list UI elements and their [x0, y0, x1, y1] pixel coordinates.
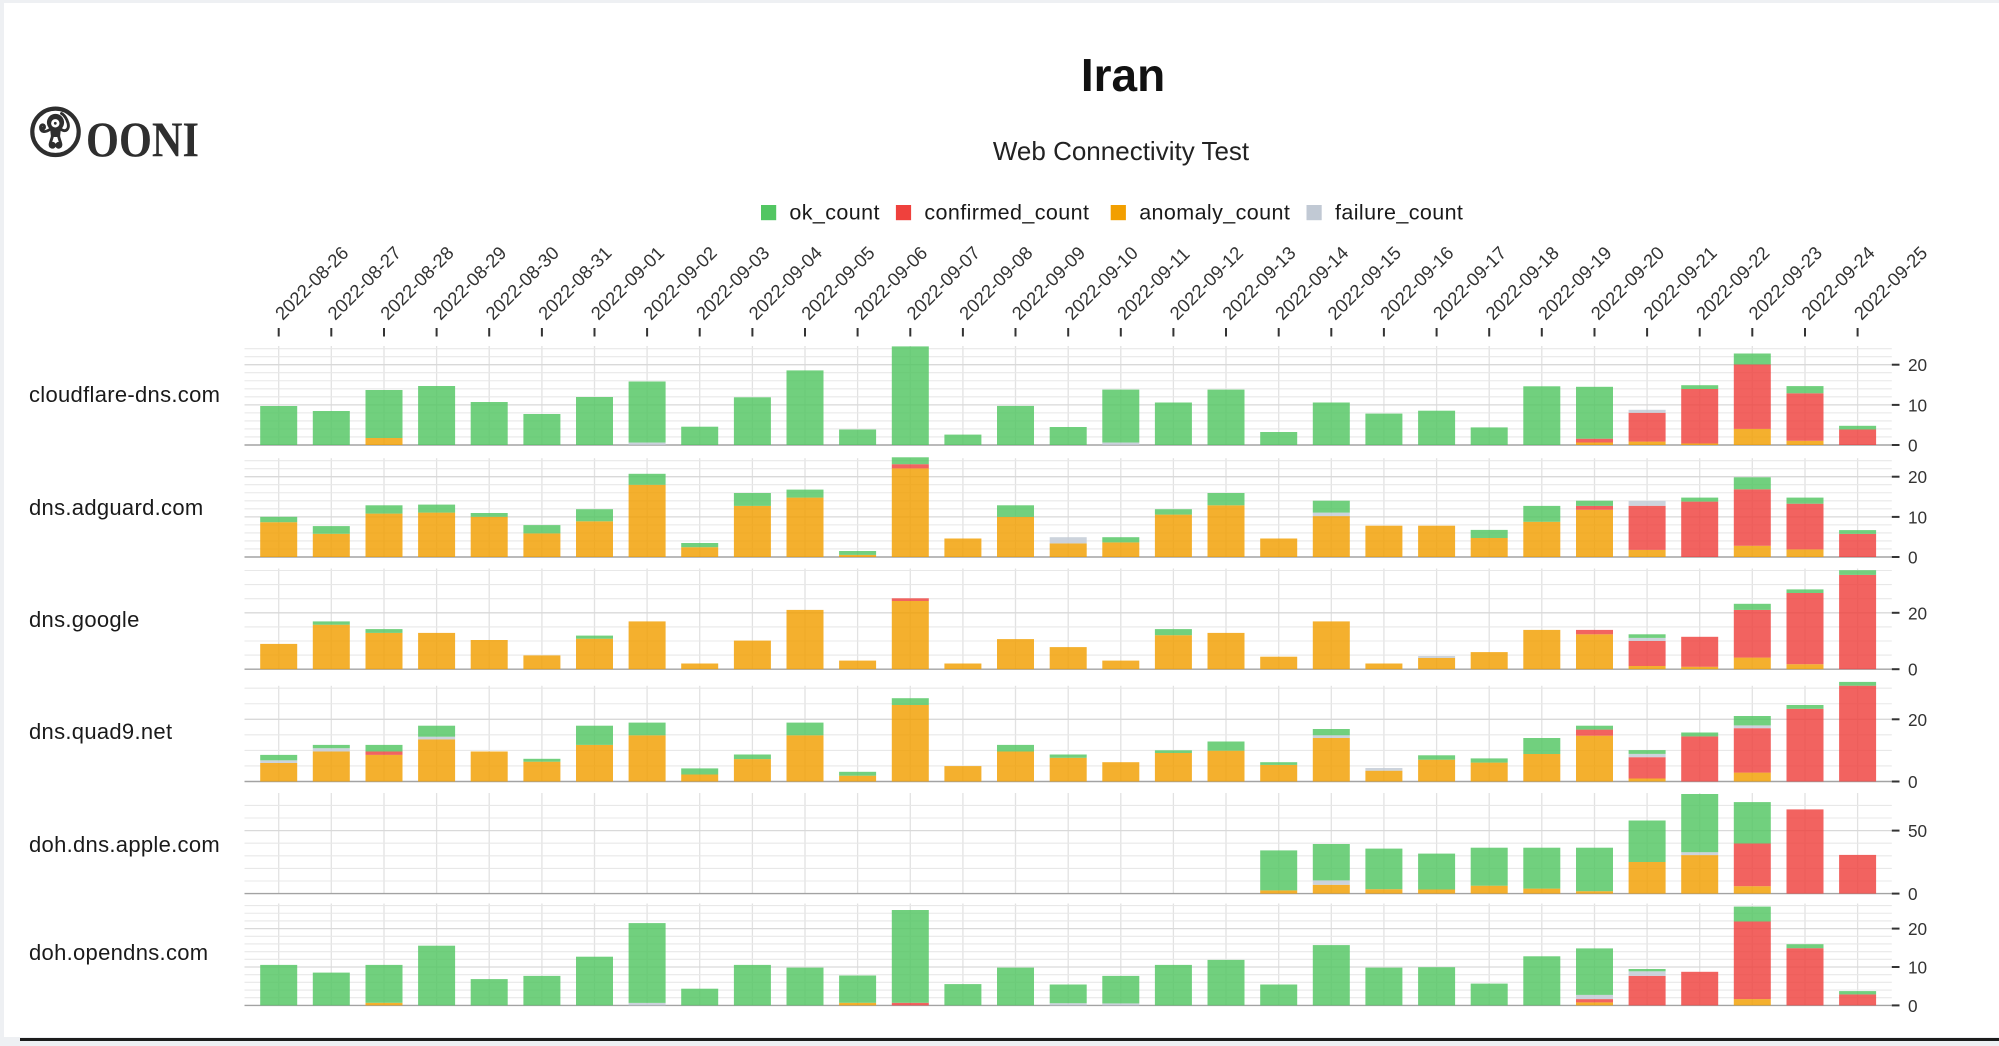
- svg-text:20: 20: [1908, 467, 1927, 487]
- svg-text:20: 20: [1908, 919, 1927, 939]
- svg-text:failure_count: failure_count: [1335, 201, 1463, 225]
- svg-text:50: 50: [1908, 821, 1927, 841]
- svg-text:anomaly_count: anomaly_count: [1139, 201, 1290, 225]
- svg-text:10: 10: [1908, 507, 1927, 527]
- svg-text:Web Connectivity Test: Web Connectivity Test: [993, 136, 1250, 166]
- svg-text:cloudflare-dns.com: cloudflare-dns.com: [29, 382, 220, 407]
- svg-text:10: 10: [1908, 395, 1927, 415]
- svg-text:10: 10: [1908, 958, 1927, 978]
- svg-text:ok_count: ok_count: [789, 201, 879, 225]
- svg-text:20: 20: [1908, 710, 1927, 730]
- svg-text:dns.google: dns.google: [29, 607, 140, 632]
- svg-text:20: 20: [1908, 603, 1927, 623]
- svg-text:0: 0: [1908, 436, 1918, 456]
- svg-text:20: 20: [1908, 355, 1927, 375]
- svg-text:0: 0: [1908, 996, 1918, 1016]
- svg-text:dns.quad9.net: dns.quad9.net: [29, 719, 172, 744]
- svg-text:OONI: OONI: [86, 112, 199, 167]
- svg-text:0: 0: [1908, 772, 1918, 792]
- svg-text:dns.adguard.com: dns.adguard.com: [29, 495, 204, 520]
- svg-text:doh.opendns.com: doh.opendns.com: [29, 940, 208, 965]
- svg-text:0: 0: [1908, 548, 1918, 568]
- svg-text:doh.dns.apple.com: doh.dns.apple.com: [29, 832, 220, 857]
- svg-text:0: 0: [1908, 660, 1918, 680]
- svg-text:confirmed_count: confirmed_count: [924, 201, 1089, 225]
- svg-text:0: 0: [1908, 884, 1918, 904]
- svg-text:Iran: Iran: [1081, 49, 1165, 101]
